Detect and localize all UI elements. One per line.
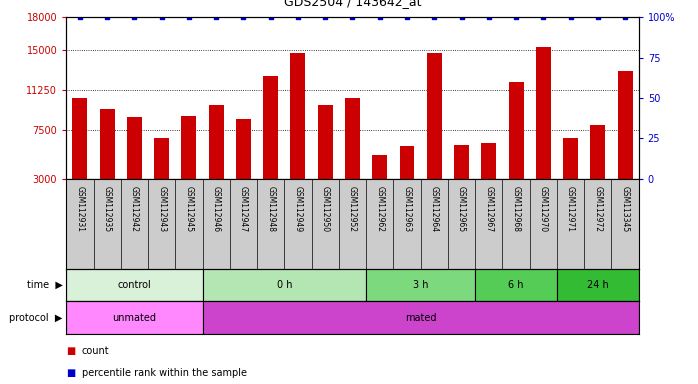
Text: GSM112935: GSM112935 bbox=[103, 186, 112, 232]
Bar bbox=[454, 145, 469, 211]
Text: GSM112968: GSM112968 bbox=[512, 186, 521, 232]
Bar bbox=[563, 138, 578, 211]
Bar bbox=[426, 53, 442, 211]
Point bbox=[592, 14, 603, 20]
Text: GDS2504 / 143642_at: GDS2504 / 143642_at bbox=[284, 0, 421, 8]
Point bbox=[401, 14, 413, 20]
Bar bbox=[366, 269, 475, 301]
Text: ■: ■ bbox=[66, 346, 75, 356]
Bar bbox=[290, 53, 306, 211]
Bar bbox=[618, 71, 632, 211]
Text: 0 h: 0 h bbox=[276, 280, 292, 290]
Point bbox=[374, 14, 385, 20]
Text: GSM112963: GSM112963 bbox=[403, 186, 412, 232]
Bar bbox=[557, 269, 639, 301]
Bar bbox=[73, 98, 87, 211]
Bar bbox=[66, 301, 202, 334]
Point bbox=[347, 14, 358, 20]
Bar bbox=[202, 301, 639, 334]
Bar bbox=[591, 125, 605, 211]
Bar bbox=[536, 47, 551, 211]
Text: GSM112931: GSM112931 bbox=[75, 186, 84, 232]
Bar bbox=[127, 117, 142, 211]
Point bbox=[129, 14, 140, 20]
Text: 6 h: 6 h bbox=[508, 280, 524, 290]
Text: GSM112962: GSM112962 bbox=[376, 186, 384, 232]
Text: GSM112971: GSM112971 bbox=[566, 186, 575, 232]
Bar bbox=[209, 106, 223, 211]
Text: ■: ■ bbox=[66, 368, 75, 378]
Bar bbox=[475, 269, 557, 301]
Point bbox=[292, 14, 304, 20]
Bar bbox=[318, 106, 333, 211]
Text: GSM112943: GSM112943 bbox=[157, 186, 166, 232]
Text: protocol  ▶: protocol ▶ bbox=[10, 313, 63, 323]
Bar bbox=[263, 76, 279, 211]
Text: GSM112946: GSM112946 bbox=[211, 186, 221, 232]
Text: percentile rank within the sample: percentile rank within the sample bbox=[82, 368, 246, 378]
Bar bbox=[236, 119, 251, 211]
Bar bbox=[482, 143, 496, 211]
Point bbox=[184, 14, 195, 20]
Text: GSM112952: GSM112952 bbox=[348, 186, 357, 232]
Point bbox=[565, 14, 576, 20]
Text: 3 h: 3 h bbox=[413, 280, 429, 290]
Text: GSM112965: GSM112965 bbox=[457, 186, 466, 232]
Text: GSM112964: GSM112964 bbox=[430, 186, 439, 232]
Point bbox=[211, 14, 222, 20]
Bar bbox=[181, 116, 196, 211]
Point bbox=[75, 14, 86, 20]
Text: GSM112950: GSM112950 bbox=[321, 186, 329, 232]
Text: GSM112947: GSM112947 bbox=[239, 186, 248, 232]
Text: GSM112942: GSM112942 bbox=[130, 186, 139, 232]
Bar bbox=[399, 146, 415, 211]
Point bbox=[156, 14, 168, 20]
Point bbox=[510, 14, 521, 20]
Bar bbox=[100, 109, 114, 211]
Point bbox=[456, 14, 467, 20]
Text: count: count bbox=[82, 346, 110, 356]
Text: GSM112970: GSM112970 bbox=[539, 186, 548, 232]
Point bbox=[483, 14, 494, 20]
Point bbox=[429, 14, 440, 20]
Bar bbox=[154, 138, 169, 211]
Text: GSM112949: GSM112949 bbox=[293, 186, 302, 232]
Text: GSM112967: GSM112967 bbox=[484, 186, 493, 232]
Point bbox=[265, 14, 276, 20]
Bar bbox=[509, 82, 524, 211]
Text: GSM112972: GSM112972 bbox=[593, 186, 602, 232]
Bar bbox=[66, 269, 202, 301]
Text: time  ▶: time ▶ bbox=[27, 280, 63, 290]
Text: control: control bbox=[117, 280, 151, 290]
Text: mated: mated bbox=[405, 313, 436, 323]
Bar bbox=[345, 98, 360, 211]
Text: GSM112945: GSM112945 bbox=[184, 186, 193, 232]
Text: 24 h: 24 h bbox=[587, 280, 609, 290]
Point bbox=[619, 14, 630, 20]
Point bbox=[238, 14, 249, 20]
Text: unmated: unmated bbox=[112, 313, 156, 323]
Text: GSM113345: GSM113345 bbox=[621, 186, 630, 232]
Text: GSM112948: GSM112948 bbox=[266, 186, 275, 232]
Bar bbox=[202, 269, 366, 301]
Point bbox=[102, 14, 113, 20]
Point bbox=[537, 14, 549, 20]
Point bbox=[320, 14, 331, 20]
Bar bbox=[372, 155, 387, 211]
